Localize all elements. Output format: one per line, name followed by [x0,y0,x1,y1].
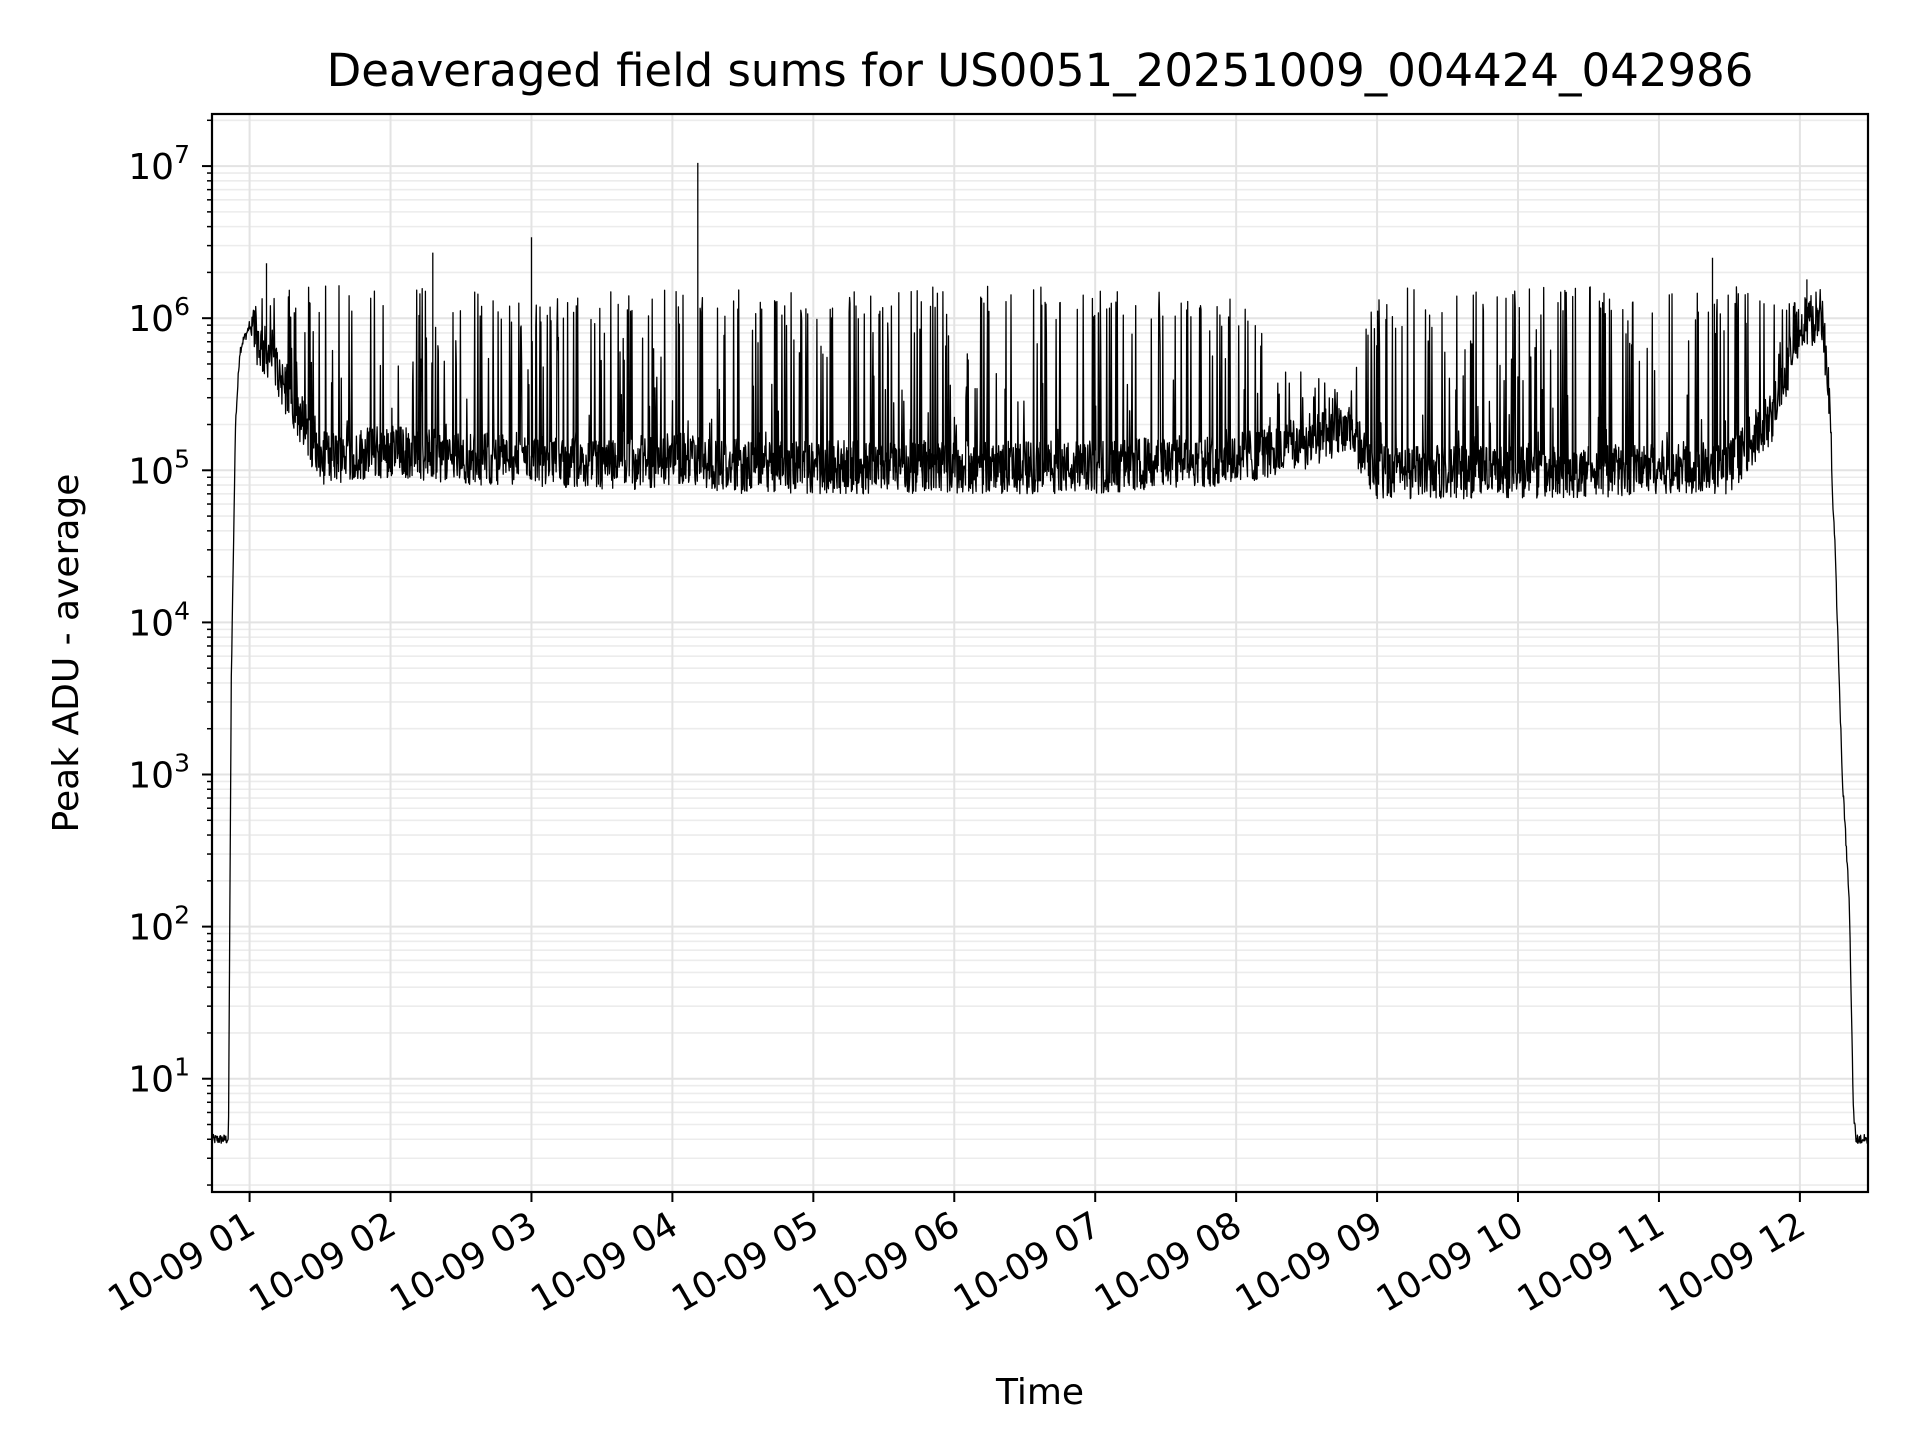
y-tick-label: 104 [128,596,190,644]
y-tick-label: 105 [128,444,190,492]
y-tick-base: 10 [128,299,174,340]
chart-title: Deaveraged field sums for US0051_2025100… [327,44,1754,97]
y-tick-exponent: 5 [174,444,190,473]
grid-lines [212,114,1868,1192]
y-tick-label: 102 [128,901,190,949]
y-tick-exponent: 6 [174,292,190,321]
y-tick-base: 10 [128,603,174,644]
y-tick-label: 106 [128,292,190,340]
y-tick-label: 107 [128,140,190,188]
plot-area [211,162,1869,1145]
y-tick-label: 101 [128,1053,190,1101]
x-axis-label: Time [995,1372,1084,1413]
y-tick-base: 10 [128,908,174,949]
y-tick-base: 10 [128,451,174,492]
y-tick-exponent: 1 [174,1053,190,1082]
y-axis-label: Peak ADU - average [46,474,87,833]
y-tick-exponent: 3 [174,749,190,778]
y-tick-base: 10 [128,147,174,188]
y-tick-label: 103 [128,749,190,797]
y-tick-exponent: 4 [174,596,190,625]
y-tick-exponent: 2 [174,901,190,930]
y-tick-base: 10 [128,756,174,797]
axes-frame [210,112,1870,1194]
y-tick-exponent: 7 [174,140,190,169]
y-tick-base: 10 [128,1060,174,1101]
series-line [211,162,1869,1145]
